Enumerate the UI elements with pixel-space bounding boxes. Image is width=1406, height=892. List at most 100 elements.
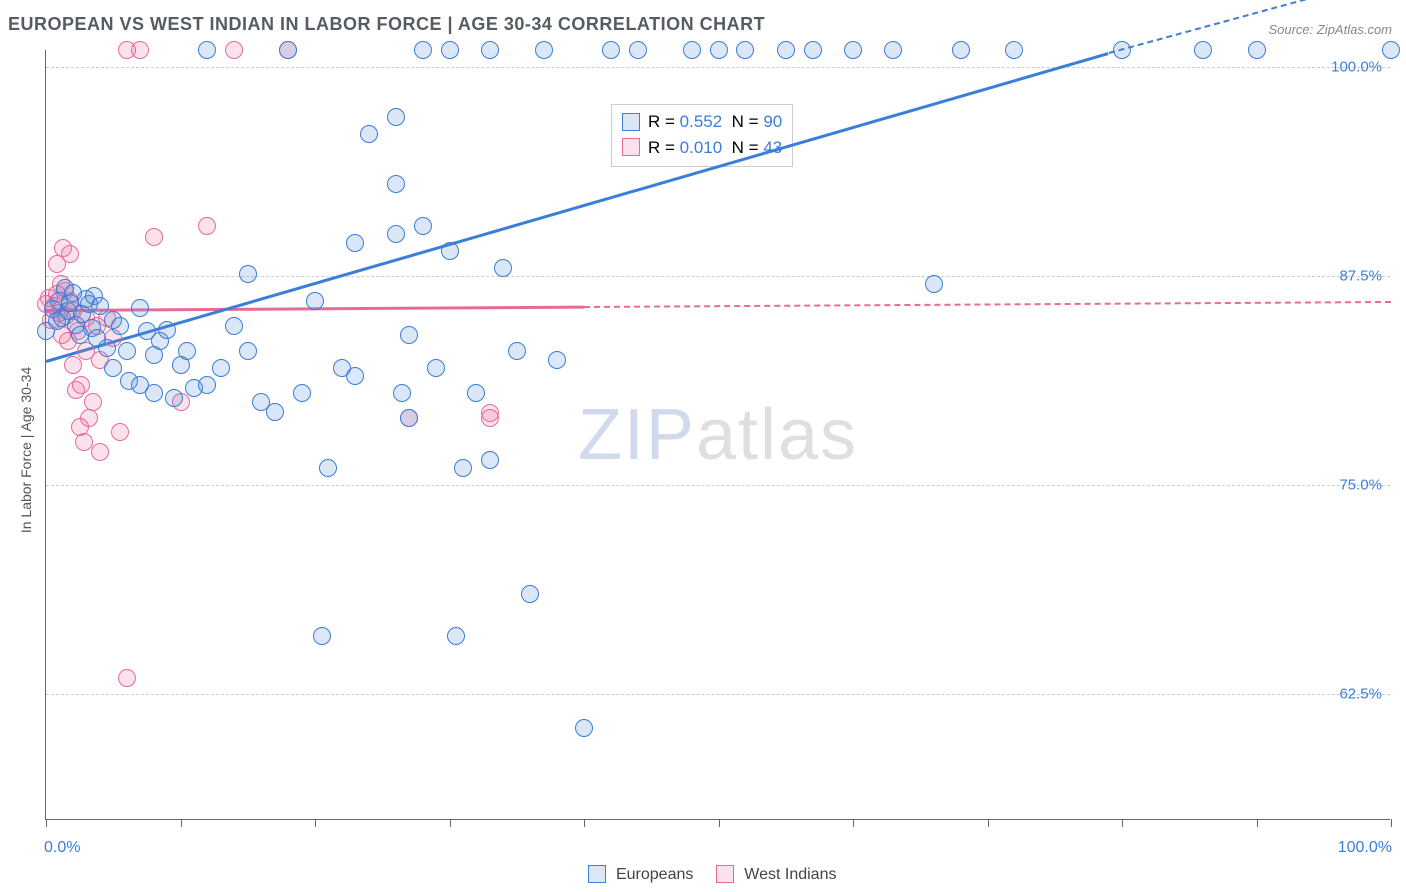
- data-point-european: [481, 41, 499, 59]
- data-point-european: [494, 259, 512, 277]
- data-point-european: [777, 41, 795, 59]
- data-point-european: [414, 41, 432, 59]
- legend-series: Europeans West Indians: [0, 865, 1406, 884]
- data-point-west-indian: [75, 433, 93, 451]
- x-axis-max-label: 100.0%: [1338, 839, 1392, 857]
- x-tick: [315, 819, 316, 827]
- data-point-european: [736, 41, 754, 59]
- data-point-european: [239, 342, 257, 360]
- x-tick: [988, 819, 989, 827]
- x-tick: [1122, 819, 1123, 827]
- data-point-european: [1005, 41, 1023, 59]
- data-point-european: [145, 384, 163, 402]
- trend-line-extrapolated: [584, 301, 1391, 308]
- gridline: [46, 67, 1390, 68]
- gridline: [46, 485, 1390, 486]
- data-point-european: [1382, 41, 1400, 59]
- data-point-european: [683, 41, 701, 59]
- data-point-european: [710, 41, 728, 59]
- data-point-european: [198, 41, 216, 59]
- watermark: ZIPatlas: [578, 394, 858, 476]
- data-point-european: [346, 234, 364, 252]
- swatch-west-indians: [716, 865, 734, 883]
- source-attribution: Source: ZipAtlas.com: [1268, 22, 1392, 37]
- data-point-european: [393, 384, 411, 402]
- data-point-european: [952, 41, 970, 59]
- data-point-european: [1248, 41, 1266, 59]
- data-point-european: [629, 41, 647, 59]
- correlation-chart: EUROPEAN VS WEST INDIAN IN LABOR FORCE |…: [0, 0, 1406, 892]
- y-tick-label: 62.5%: [1339, 686, 1382, 703]
- trend-line: [46, 52, 1109, 363]
- data-point-european: [400, 409, 418, 427]
- data-point-european: [454, 459, 472, 477]
- legend-stats: R = 0.552 N = 90 R = 0.010 N = 43: [611, 104, 793, 167]
- data-point-european: [266, 403, 284, 421]
- legend-label-europeans: Europeans: [616, 866, 693, 883]
- x-tick: [181, 819, 182, 827]
- x-tick: [46, 819, 47, 827]
- data-point-european: [884, 41, 902, 59]
- data-point-west-indian: [64, 356, 82, 374]
- data-point-west-indian: [481, 409, 499, 427]
- data-point-european: [319, 459, 337, 477]
- data-point-european: [427, 359, 445, 377]
- data-point-west-indian: [111, 423, 129, 441]
- data-point-west-indian: [225, 41, 243, 59]
- stat-label: R = 0.552 N = 90: [648, 109, 782, 135]
- y-tick-label: 100.0%: [1331, 58, 1382, 75]
- x-axis-min-label: 0.0%: [44, 839, 80, 857]
- data-point-european: [198, 376, 216, 394]
- swatch-west-indians: [622, 138, 640, 156]
- data-point-west-indian: [72, 376, 90, 394]
- data-point-european: [313, 627, 331, 645]
- y-tick-label: 87.5%: [1339, 267, 1382, 284]
- legend-row-europeans: R = 0.552 N = 90: [622, 109, 782, 135]
- data-point-european: [293, 384, 311, 402]
- chart-title: EUROPEAN VS WEST INDIAN IN LABOR FORCE |…: [8, 14, 765, 35]
- gridline: [46, 694, 1390, 695]
- data-point-european: [400, 326, 418, 344]
- x-tick: [1257, 819, 1258, 827]
- data-point-european: [225, 317, 243, 335]
- data-point-european: [467, 384, 485, 402]
- data-point-european: [925, 275, 943, 293]
- data-point-european: [602, 41, 620, 59]
- data-point-european: [360, 125, 378, 143]
- data-point-european: [178, 342, 196, 360]
- data-point-european: [508, 342, 526, 360]
- data-point-west-indian: [80, 409, 98, 427]
- data-point-west-indian: [118, 669, 136, 687]
- data-point-west-indian: [145, 228, 163, 246]
- data-point-european: [131, 299, 149, 317]
- data-point-european: [387, 225, 405, 243]
- data-point-european: [441, 242, 459, 260]
- data-point-european: [118, 342, 136, 360]
- data-point-west-indian: [91, 443, 109, 461]
- x-tick: [450, 819, 451, 827]
- data-point-west-indian: [61, 245, 79, 263]
- x-tick: [1391, 819, 1392, 827]
- data-point-european: [387, 175, 405, 193]
- data-point-european: [212, 359, 230, 377]
- swatch-europeans: [622, 113, 640, 131]
- data-point-european: [1113, 41, 1131, 59]
- swatch-europeans: [588, 865, 606, 883]
- data-point-european: [1194, 41, 1212, 59]
- data-point-european: [158, 321, 176, 339]
- data-point-european: [104, 359, 122, 377]
- stat-label: R = 0.010 N = 43: [648, 135, 782, 161]
- data-point-european: [441, 41, 459, 59]
- data-point-european: [165, 389, 183, 407]
- y-axis-label: In Labor Force | Age 30-34: [18, 367, 34, 533]
- x-tick: [853, 819, 854, 827]
- data-point-european: [548, 351, 566, 369]
- data-point-west-indian: [84, 393, 102, 411]
- data-point-west-indian: [131, 41, 149, 59]
- data-point-european: [387, 108, 405, 126]
- data-point-european: [481, 451, 499, 469]
- data-point-european: [844, 41, 862, 59]
- data-point-european: [98, 339, 116, 357]
- legend-label-west-indians: West Indians: [744, 866, 836, 883]
- data-point-european: [535, 41, 553, 59]
